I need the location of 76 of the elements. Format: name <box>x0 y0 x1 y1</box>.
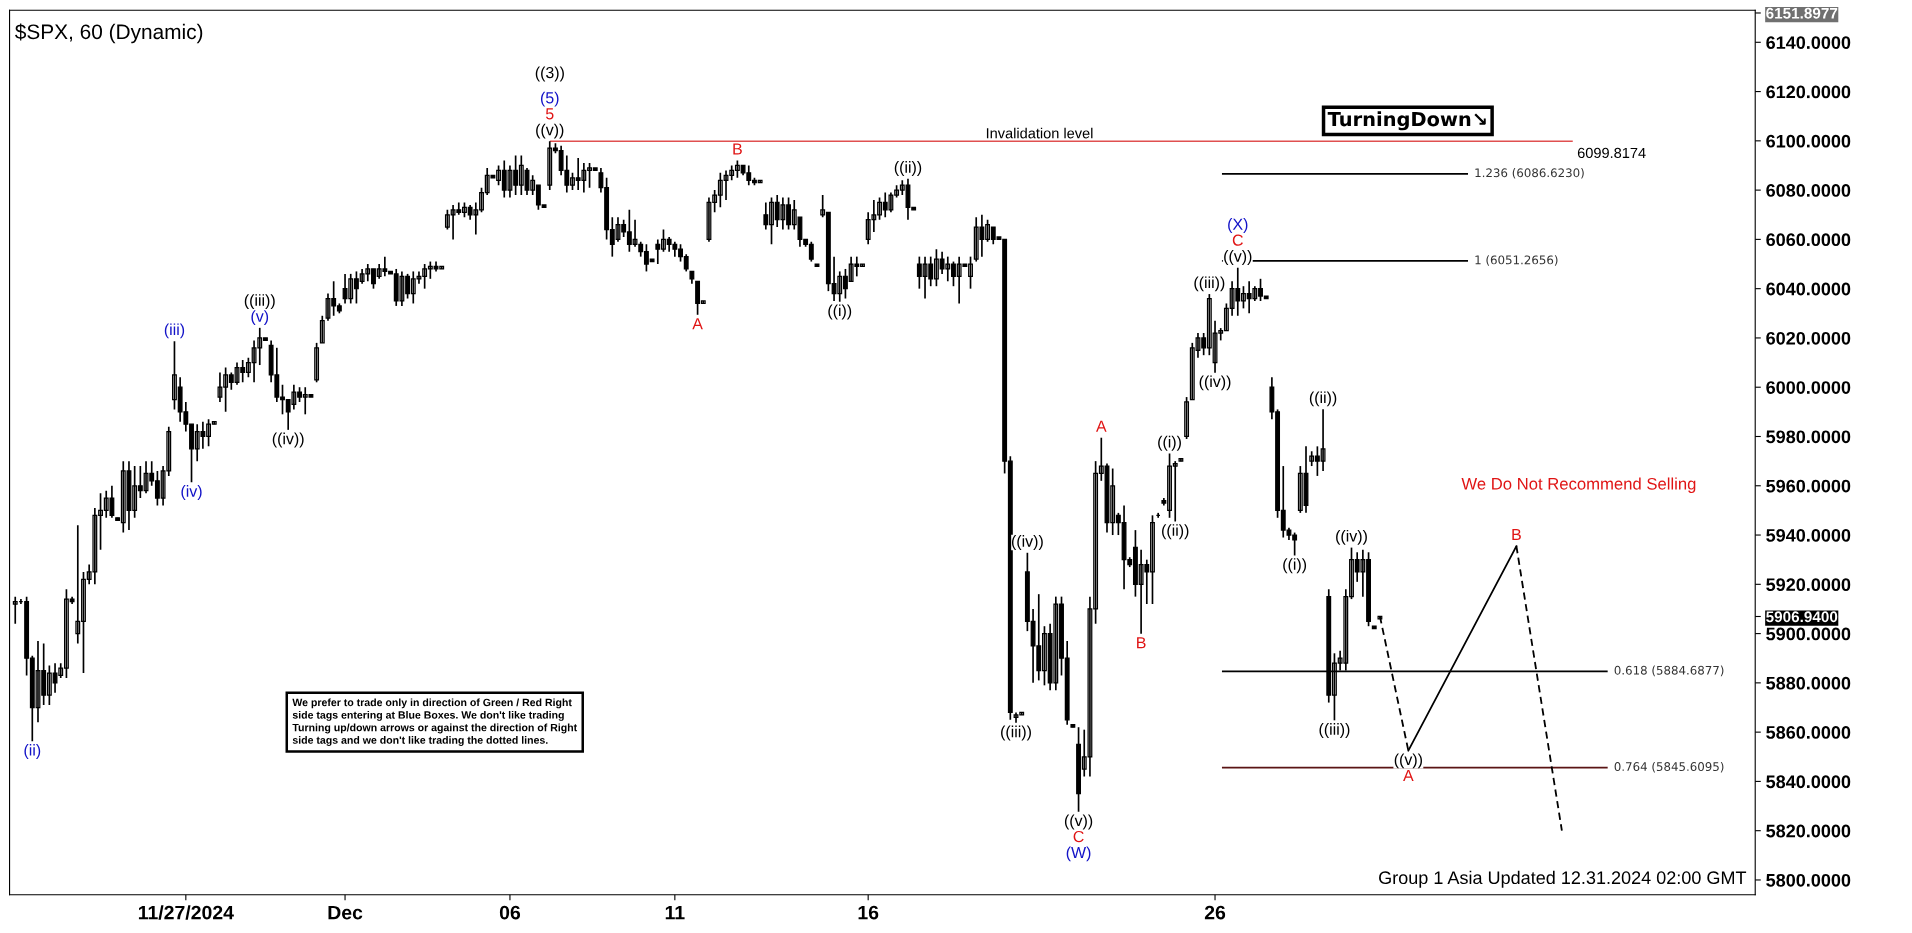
y-tick-label: 5920.0000 <box>1766 578 1851 592</box>
annotation: ((i)) <box>1158 435 1181 451</box>
x-tick-label: 16 <box>858 905 879 920</box>
text: $SPX, 60 (Dynamic) <box>15 23 203 44</box>
annotation: B <box>733 143 742 155</box>
y-tick-label: 5840.0000 <box>1766 775 1851 789</box>
y-tick-label: 5960.0000 <box>1766 479 1851 493</box>
annotation: 5 <box>545 108 554 120</box>
annotation: (iii) <box>164 323 185 339</box>
annotation: (W) <box>1066 846 1091 862</box>
y-tick-label: 5906.9400 <box>1766 611 1838 623</box>
annotation: ((i)) <box>828 304 852 320</box>
annotation: (X) <box>1228 218 1248 233</box>
x-tick-label: 06 <box>499 905 521 920</box>
y-tick-label: 5800.0000 <box>1766 873 1851 887</box>
y-tick-label: 5980.0000 <box>1766 430 1851 444</box>
y-tick-label: 5940.0000 <box>1766 528 1851 542</box>
annotation: ((iv)) <box>1011 535 1043 550</box>
annotation: ((v)) <box>536 123 564 139</box>
candlestick <box>814 263 820 268</box>
ref-line-label: 1 (6051.2656) <box>1475 255 1558 266</box>
annotation: ((i)) <box>1283 558 1307 574</box>
y-tick-label: 6060.0000 <box>1766 233 1851 247</box>
annotation: (iv) <box>181 485 202 500</box>
annotation: 6099.8174 <box>1577 147 1646 159</box>
annotation: ((ii)) <box>1162 524 1189 540</box>
y-tick-label: 6040.0000 <box>1766 282 1851 296</box>
annotation: ((iii)) <box>1194 276 1225 292</box>
y-tick-label: 5820.0000 <box>1766 824 1851 838</box>
annotation: ((3)) <box>535 66 564 82</box>
x-tick-label: Dec <box>328 905 363 920</box>
annotation: ((v)) <box>1224 250 1252 265</box>
ref-line-label: 0.618 (5884.6877) <box>1614 665 1724 677</box>
annotation: B <box>1137 637 1146 649</box>
y-tick-label: 5880.0000 <box>1766 676 1851 690</box>
y-tick-label: 6020.0000 <box>1766 331 1851 345</box>
candlestick <box>1178 457 1184 462</box>
y-tick-label: 5900.0000 <box>1766 627 1851 641</box>
annotation: (v) <box>251 310 269 326</box>
annotation: ((v)) <box>1394 753 1422 769</box>
annotation: ((iii)) <box>244 294 275 310</box>
y-tick-label: 6080.0000 <box>1766 184 1851 197</box>
candlestick <box>1371 625 1377 630</box>
annotation: (ii) <box>24 744 41 759</box>
annotation: A <box>692 318 703 330</box>
annotation: Group 1 Asia Updated 12.31.2024 02:00 GMT <box>1379 870 1747 888</box>
annotation: ((iii)) <box>1001 725 1031 741</box>
y-tick-label: 6151.8977 <box>1766 7 1838 19</box>
annotation: ((v)) <box>1064 814 1093 830</box>
y-tick-label: 6120.0000 <box>1766 85 1851 99</box>
y-tick-label: 5860.0000 <box>1766 726 1851 739</box>
y-tick-label: 6140.0000 <box>1766 36 1851 50</box>
annotation: ((ii)) <box>894 161 922 176</box>
x-tick-label: 11/27/2024 <box>138 905 234 920</box>
annotation: ((iv)) <box>1199 375 1231 391</box>
y-tick-label: 6100.0000 <box>1766 134 1851 148</box>
annotation: ((iv)) <box>1336 529 1367 545</box>
candlestick <box>1070 723 1076 729</box>
ref-line-label: Invalidation level <box>986 127 1093 139</box>
annotation: We Do Not Recommend Selling <box>1461 477 1696 493</box>
ref-line-label: 0.764 (5845.6095) <box>1614 761 1724 773</box>
ref-line-label: 1.236 (6086.6230) <box>1475 168 1584 179</box>
annotation: We prefer to trade only in direction of Green / Red Right side tags entering at Blue Boxes. We don't like trading Turning up/down arrows or against the direction of Right side tags and we don't like trading the dotted lines. <box>292 698 578 746</box>
annotation: A <box>1096 420 1107 432</box>
annotation: TurningDown↘ <box>1327 111 1486 131</box>
annotation: ((iii)) <box>1319 723 1350 738</box>
x-tick-label: 26 <box>1204 905 1226 920</box>
annotation: ((iv)) <box>272 432 304 448</box>
annotation: B <box>1512 529 1521 541</box>
annotation: (5) <box>540 91 559 107</box>
x-tick-label: 11 <box>665 905 685 920</box>
y-tick-label: 6000.0000 <box>1766 381 1851 394</box>
annotation: C <box>1073 830 1084 843</box>
annotation: C <box>1232 234 1243 246</box>
annotation: ((ii)) <box>1309 391 1337 407</box>
annotation: A <box>1403 769 1414 781</box>
